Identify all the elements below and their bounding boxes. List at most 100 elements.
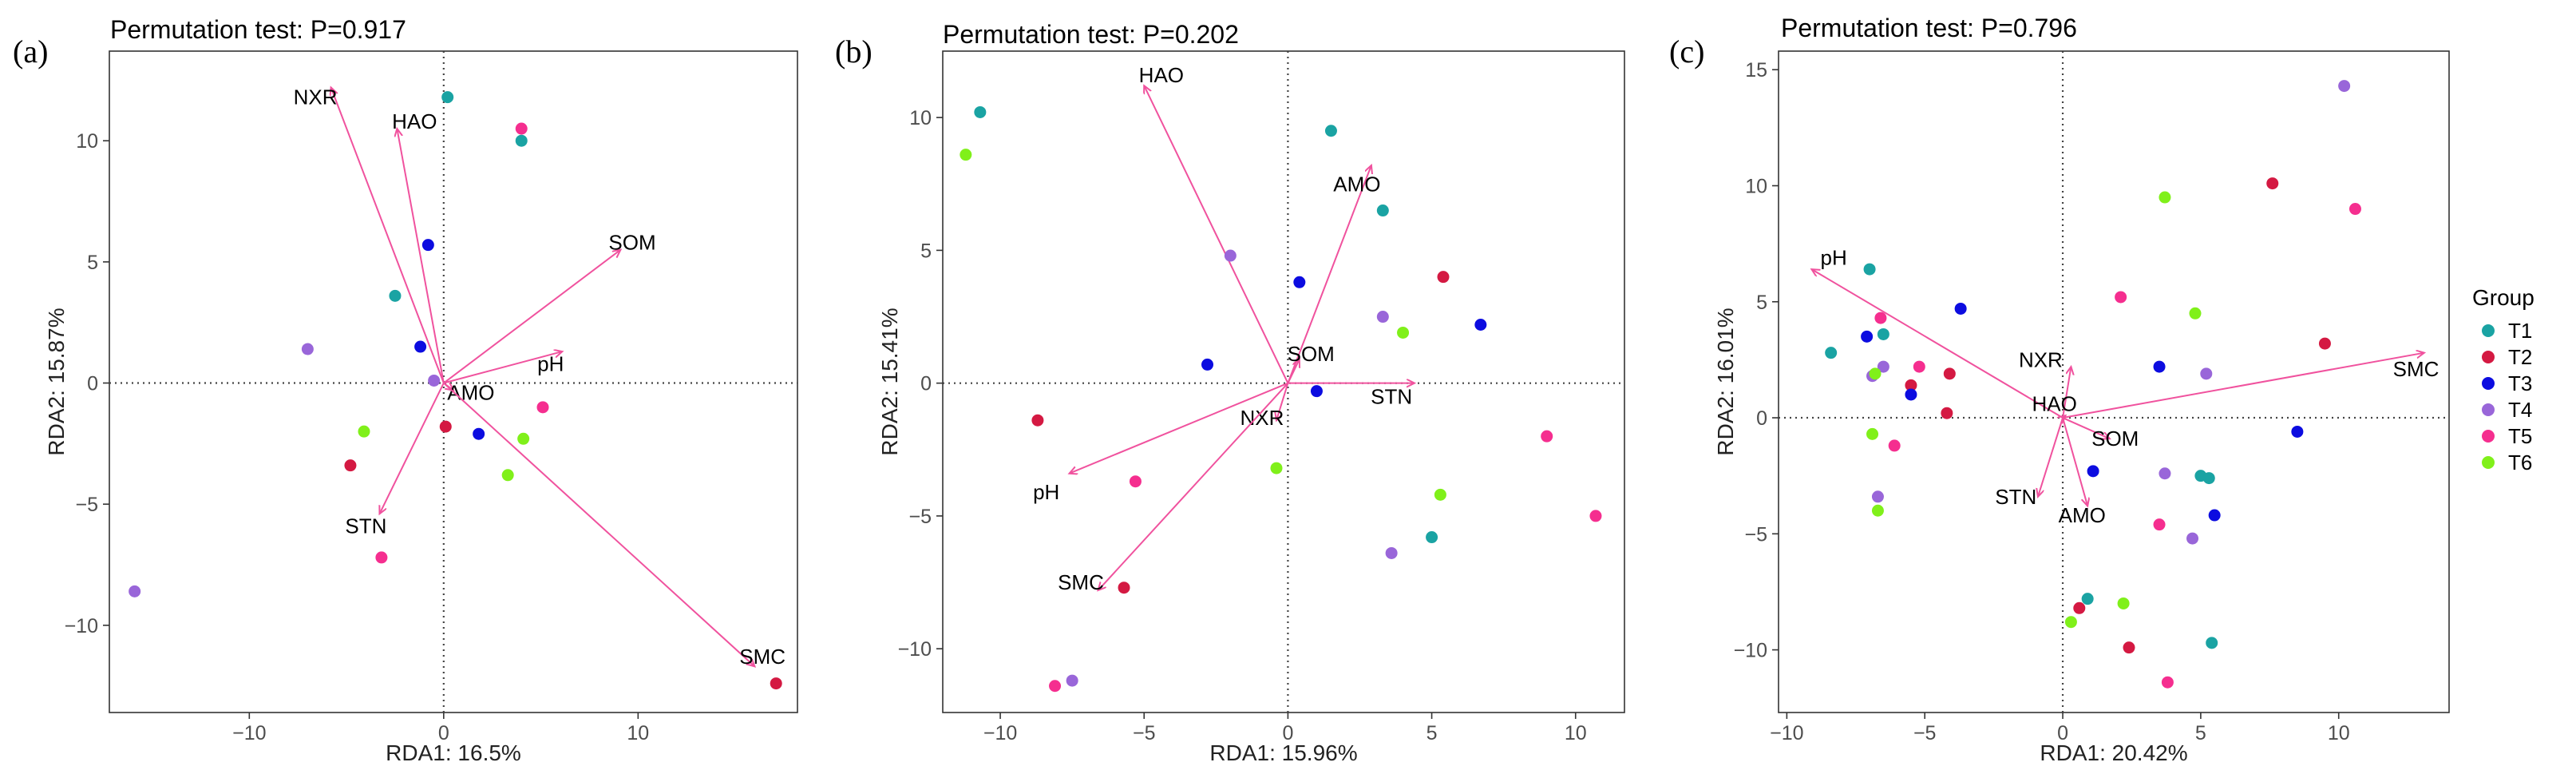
arrow-label-ph-b: pH (1033, 480, 1059, 504)
y-tick-label-a: −5 (75, 494, 98, 516)
point-t2-c (1941, 407, 1953, 419)
y-tick-label-c: −10 (1734, 640, 1767, 662)
x-tick-label-c: −10 (1770, 722, 1803, 744)
arrow-label-hao-a: HAO (392, 109, 437, 133)
rda-panel-b: (b) Permutation test: P=0.202 −10 −5 0 5 10−… (835, 20, 1625, 765)
point-t5-b (1589, 510, 1602, 522)
point-t2-a (439, 420, 452, 433)
plot-frame-b (942, 50, 1625, 713)
point-t3-b (1310, 385, 1323, 398)
point-t3-c (2208, 509, 2221, 522)
point-t1-b (1324, 125, 1337, 137)
arrow-label-ph-c: pH (1821, 246, 1847, 270)
point-group-a (129, 91, 782, 690)
legend-label-t2: T2 (2508, 345, 2532, 369)
point-t1-c (2081, 593, 2094, 605)
y-tick-label-c: 15 (1745, 59, 1767, 81)
y-tick-label-b: −10 (898, 638, 932, 661)
point-t6-c (1871, 504, 1884, 517)
panel-title-a: Permutation test: P=0.917 (110, 15, 406, 44)
point-t4-b (1224, 249, 1237, 262)
point-t3-c (2153, 360, 2166, 373)
arrow-amo-b (1287, 165, 1371, 384)
point-t5-b (1129, 475, 1142, 488)
legend-marker-t1 (2482, 324, 2495, 337)
arrow-label-nxr-a: NXR (294, 85, 338, 109)
point-t2-a (770, 677, 782, 690)
x-tick-label-b: 5 (1426, 722, 1438, 744)
rda-panel-a: (a) Permutation test: P=0.917 −10 0 10−10−… (13, 15, 798, 765)
arrow-som-a (443, 250, 621, 384)
point-t4-a (129, 585, 141, 597)
point-t4-b (1066, 674, 1078, 687)
point-t3-b (1293, 276, 1306, 288)
point-t6-c (2159, 191, 2171, 204)
arrow-label-smc-a: SMC (739, 645, 785, 669)
point-t6-a (501, 469, 514, 482)
point-t1-c (2206, 637, 2218, 649)
point-t4-c (1871, 490, 1884, 503)
tick-group-a: −10 0 10 −10 −5 0 5 10 (65, 130, 650, 744)
arrow-label-stn-a: STN (345, 514, 386, 538)
arrow-smc-a (443, 382, 755, 667)
arrow-label-ph-a: pH (537, 351, 564, 375)
arrow-label-smc-b: SMC (1058, 570, 1104, 594)
point-t6-c (2064, 616, 2077, 629)
arrow-label-amo-b: AMO (1333, 172, 1380, 196)
panel-label-a: (a) (13, 34, 48, 69)
point-t2-c (1905, 379, 1917, 391)
arrow-label-nxr-b: NXR (1241, 406, 1284, 430)
point-t5-c (1913, 360, 1925, 373)
point-t5-c (2348, 203, 2361, 216)
y-tick-label-a: 0 (87, 373, 98, 395)
point-t6-c (2189, 307, 2202, 320)
arrow-stn-c (2038, 417, 2064, 497)
arrow-nxr-b (1276, 383, 1289, 421)
y-tick-label-a: 10 (76, 130, 98, 153)
point-t1-a (389, 289, 402, 302)
rda-panel-c: (c) Permutation test: P=0.796 −10 −5 0 5 10−… (1669, 14, 2450, 765)
arrow-smc-c (2062, 353, 2424, 419)
x-tick-label-c: 5 (2195, 722, 2206, 744)
point-t6-b (1397, 326, 1410, 339)
arrow-nxr-c (2062, 367, 2071, 419)
panel-title-b: Permutation test: P=0.202 (943, 20, 1239, 49)
point-t6-a (517, 432, 530, 445)
y-tick-label-c: −5 (1744, 523, 1767, 546)
x-axis-title-a: RDA1: 16.5% (386, 740, 521, 765)
point-t3-a (421, 239, 434, 252)
y-tick-label-c: 5 (1756, 292, 1767, 314)
point-t2-c (2073, 601, 2086, 614)
panel-title-c: Permutation test: P=0.796 (1781, 14, 2077, 42)
arrow-label-smc-c: SMC (2393, 357, 2439, 381)
arrow-ph-b (1070, 382, 1288, 474)
point-t5-c (2161, 676, 2174, 689)
arrow-group-c: pH SMC NXR HAO SOM STN AMO (1811, 246, 2439, 527)
point-t3-b (1201, 358, 1214, 371)
plot-frame-c (1778, 50, 2450, 713)
legend-title: Group (2472, 285, 2534, 310)
x-tick-label-b: −5 (1133, 722, 1156, 744)
arrow-group-b: HAO AMO SOM STN NXR pH SMC (1033, 63, 1415, 594)
x-tick-label-a: 10 (627, 722, 649, 744)
point-t3-b (1474, 319, 1487, 331)
point-t2-c (2123, 641, 2135, 654)
y-tick-label-b: 0 (920, 373, 932, 395)
legend-label-t6: T6 (2508, 451, 2532, 474)
point-t4-c (1877, 360, 1889, 373)
y-tick-label-a: −10 (65, 615, 98, 637)
y-tick-label-b: 5 (920, 240, 932, 262)
zero-lines-c (1779, 51, 2449, 713)
arrow-hao-b (1144, 85, 1289, 384)
point-t5-a (536, 401, 549, 414)
point-t6-b (1434, 488, 1446, 501)
plot-frame-a (109, 50, 798, 713)
point-t1-b (1426, 531, 1438, 544)
y-tick-label-a: 5 (87, 252, 98, 274)
arrow-label-som-b: SOM (1288, 342, 1335, 366)
point-t3-c (1954, 302, 1967, 315)
point-t1-a (441, 91, 454, 104)
arrow-amo-c (2062, 417, 2087, 506)
point-t2-c (2318, 337, 2331, 350)
legend-marker-t4 (2482, 403, 2495, 416)
